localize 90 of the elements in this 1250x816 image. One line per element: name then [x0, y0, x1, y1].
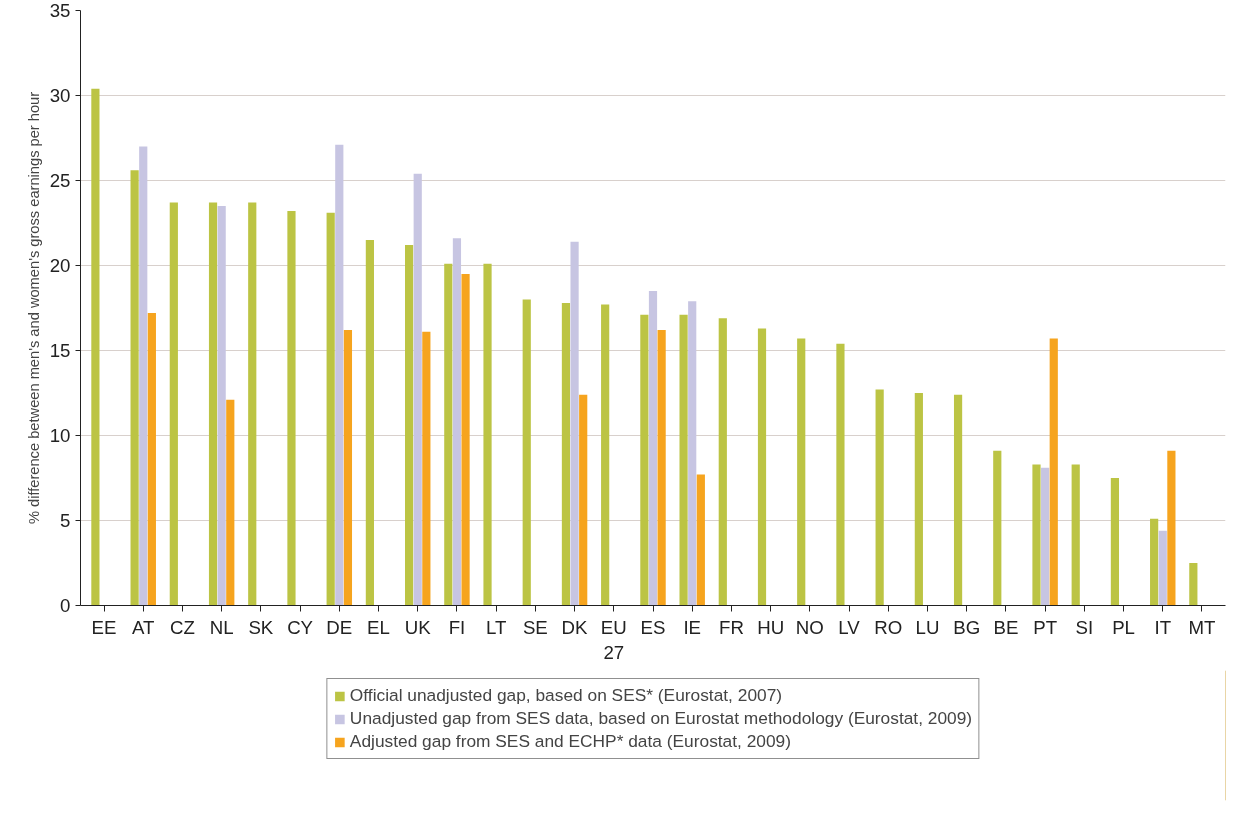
- y-tick-label: 10: [49, 425, 71, 446]
- bar: [248, 202, 257, 606]
- bar: [522, 299, 531, 606]
- bar: [875, 389, 884, 606]
- bar: [147, 313, 156, 606]
- bar: [757, 328, 767, 606]
- bar: [287, 211, 296, 606]
- x-tick-label: IT: [1154, 616, 1172, 638]
- x-tick-label: SI: [1075, 616, 1094, 638]
- bar: [343, 330, 353, 606]
- bar: [1032, 464, 1041, 606]
- bar: [1158, 530, 1167, 606]
- bar: [217, 206, 226, 606]
- bar: [335, 144, 344, 606]
- bar: [130, 170, 139, 606]
- x-tick-label: NL: [209, 616, 234, 638]
- x-tick-label: AT: [132, 616, 155, 638]
- bar: [461, 274, 470, 606]
- y-tick-label: 20: [49, 255, 71, 276]
- x-tick-label: CY: [287, 616, 314, 638]
- bar: [1167, 450, 1176, 606]
- x-tick-label: LV: [838, 616, 861, 638]
- x-tick-label: FR: [718, 616, 744, 638]
- bar: [1150, 518, 1159, 606]
- bar: [561, 302, 571, 606]
- bar: [169, 202, 178, 606]
- bar: [405, 245, 414, 606]
- y-tick-label: 0: [60, 595, 71, 616]
- x-tick-label: CZ: [170, 616, 195, 638]
- x-tick-label: SE: [522, 616, 548, 638]
- bar: [226, 399, 235, 606]
- bar: [1071, 464, 1080, 606]
- bar: [452, 238, 462, 606]
- bar: [1049, 338, 1058, 606]
- x-tick-label: LU: [915, 616, 940, 638]
- y-tick-label: 25: [49, 170, 71, 191]
- bar: [579, 394, 588, 606]
- bar: [836, 343, 845, 606]
- bar: [601, 304, 610, 606]
- bar: [483, 263, 492, 606]
- x-tick-label: PT: [1033, 616, 1058, 638]
- legend-label: Unadjusted gap from SES data, based on Eurostat methodology (Eurostat, 2009): [349, 708, 973, 729]
- bar: [139, 146, 148, 606]
- x-tick-label: BG: [953, 616, 981, 638]
- bar: [657, 330, 666, 606]
- bar: [797, 338, 806, 606]
- bar: [444, 263, 453, 606]
- x-tick-label: LT: [485, 616, 507, 638]
- bar: [91, 88, 100, 606]
- x-tick-label: HU: [757, 616, 785, 638]
- bar: [1189, 563, 1198, 606]
- x-tick-label: FI: [448, 616, 466, 638]
- legend-label: Adjusted gap from SES and ECHP* data (Eurostat, 2009): [349, 731, 792, 752]
- bar: [413, 173, 422, 606]
- x-tick-label: SK: [248, 616, 274, 638]
- y-tick-label: 5: [60, 510, 71, 531]
- legend-label: Official unadjusted gap, based on SES* (Eurostat, 2007): [349, 685, 783, 706]
- x-tick-label: DE: [326, 616, 353, 638]
- y-tick-label: 30: [49, 85, 71, 106]
- x-tick-label: ES: [640, 616, 666, 638]
- x-tick-label: EU 27: [600, 616, 627, 663]
- bar: [1041, 467, 1050, 606]
- x-tick-label: BE: [993, 616, 1019, 638]
- x-tick-label: IE: [683, 616, 702, 638]
- bar: [718, 318, 727, 606]
- y-tick-label: 15: [49, 340, 71, 361]
- bar: [640, 314, 649, 606]
- bar: [326, 212, 335, 606]
- x-tick-label: PL: [1112, 616, 1135, 638]
- bar: [696, 474, 705, 606]
- x-tick-label: DK: [561, 616, 589, 638]
- x-tick-label: UK: [404, 616, 432, 638]
- y-axis-title: % difference between men's and women's gross earnings per hour: [25, 91, 42, 525]
- bar: [648, 291, 658, 606]
- bar: [365, 240, 374, 606]
- bar: [688, 301, 697, 606]
- bar: [570, 241, 579, 606]
- bar: [914, 393, 923, 606]
- bar: [953, 394, 963, 606]
- bar: [208, 202, 218, 606]
- bar: [1110, 478, 1120, 606]
- x-tick-label: NO: [795, 616, 824, 638]
- x-tick-label: RO: [874, 616, 903, 638]
- y-tick-label: 35: [49, 0, 71, 21]
- x-tick-label: EL: [367, 616, 390, 638]
- bar: [422, 331, 431, 606]
- bar: [679, 314, 688, 606]
- x-tick-label: MT: [1188, 616, 1216, 638]
- bar: [993, 450, 1002, 606]
- x-tick-label: EE: [91, 616, 117, 638]
